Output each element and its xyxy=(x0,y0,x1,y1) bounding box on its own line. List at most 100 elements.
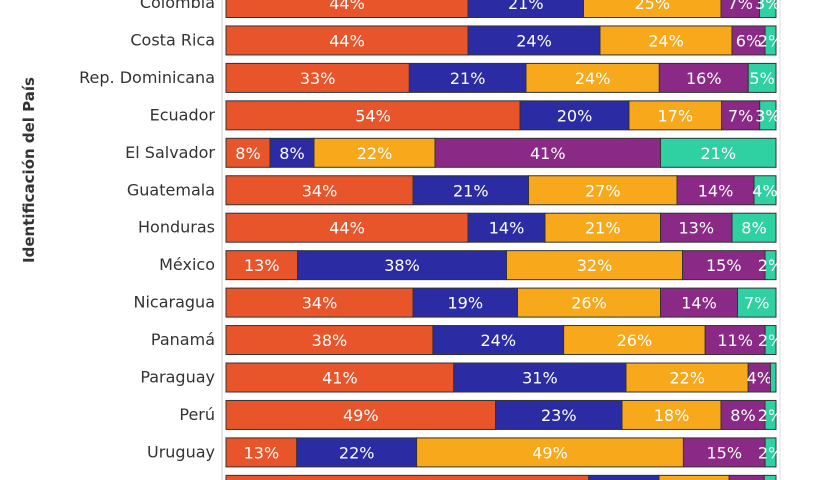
bar-segment-mexico-s4[interactable] xyxy=(682,250,766,281)
bar-segment-costa-rica-s3[interactable] xyxy=(599,25,733,56)
data-label-guatemala-s2: 21% xyxy=(453,181,489,200)
bar-segment-venezuela-s2[interactable] xyxy=(588,474,660,480)
category-label-el-salvador: El Salvador xyxy=(125,143,215,162)
data-label-costa-rica-s5: 2% xyxy=(758,31,783,50)
bar-segment-costa-rica-s4[interactable] xyxy=(731,25,766,56)
data-label-guatemala-s4: 14% xyxy=(698,181,734,200)
data-label-el-salvador-s4: 41% xyxy=(530,144,566,163)
bar-segment-ecuador-s5[interactable] xyxy=(759,100,777,131)
category-label-guatemala: Guatemala xyxy=(127,180,215,199)
bar-segment-panama-s2[interactable] xyxy=(432,325,565,356)
bar-segment-el-salvador-s3[interactable] xyxy=(313,137,436,168)
bar-segment-nicaragua-s5[interactable] xyxy=(737,287,777,318)
data-label-panama-s4: 11% xyxy=(717,331,753,350)
data-label-rep-dominicana-s1: 33% xyxy=(300,69,336,88)
bar-segment-peru-s5[interactable] xyxy=(764,399,777,430)
bar-segment-venezuela-s1[interactable] xyxy=(225,474,590,480)
bar-segment-panama-s1[interactable] xyxy=(225,325,434,356)
data-label-ecuador-s4: 7% xyxy=(728,106,753,125)
data-label-guatemala-s3: 27% xyxy=(585,181,621,200)
bar-segment-ecuador-s4[interactable] xyxy=(721,100,761,131)
bar-segment-peru-s4[interactable] xyxy=(720,399,766,430)
bar-segment-paraguay-s2[interactable] xyxy=(453,362,627,393)
bar-segment-ecuador-s3[interactable] xyxy=(628,100,723,131)
data-label-honduras-s2: 14% xyxy=(489,219,525,238)
data-label-colombia-s5: 3% xyxy=(755,0,780,13)
bar-segment-ecuador-s1[interactable] xyxy=(225,100,521,131)
bar-segment-panama-s3[interactable] xyxy=(563,325,706,356)
data-label-colombia-s1: 44% xyxy=(329,0,365,13)
data-label-rep-dominicana-s2: 21% xyxy=(450,69,486,88)
bar-segment-paraguay-s1[interactable] xyxy=(225,362,455,393)
bar-segment-paraguay-s5[interactable] xyxy=(769,362,777,393)
bar-segment-rep-dominicana-s5[interactable] xyxy=(747,62,777,93)
bar-segment-guatemala-s2[interactable] xyxy=(412,175,529,206)
data-label-nicaragua-s2: 19% xyxy=(447,294,483,313)
data-label-mexico-s2: 38% xyxy=(384,256,420,275)
data-label-el-salvador-s5: 21% xyxy=(700,144,736,163)
bar-segment-colombia-s5[interactable] xyxy=(759,0,777,18)
category-label-uruguay: Uruguay xyxy=(147,442,215,461)
bar-segment-el-salvador-s2[interactable] xyxy=(269,137,315,168)
bar-segment-costa-rica-s2[interactable] xyxy=(467,25,601,56)
data-label-rep-dominicana-s3: 24% xyxy=(575,69,611,88)
bar-segment-panama-s4[interactable] xyxy=(704,325,766,356)
bar-segment-rep-dominicana-s1[interactable] xyxy=(225,62,410,93)
bar-segment-venezuela-s5[interactable] xyxy=(763,474,777,480)
bar-segment-peru-s1[interactable] xyxy=(225,399,496,430)
category-label-mexico: México xyxy=(159,255,215,274)
bar-segment-honduras-s3[interactable] xyxy=(544,212,661,243)
category-label-rep-dominicana: Rep. Dominicana xyxy=(79,68,215,87)
category-label-ecuador: Ecuador xyxy=(150,105,216,124)
bar-segment-paraguay-s3[interactable] xyxy=(625,362,749,393)
bar-segment-nicaragua-s1[interactable] xyxy=(225,287,414,318)
bar-segment-guatemala-s3[interactable] xyxy=(528,175,678,206)
category-label-nicaragua: Nicaragua xyxy=(134,293,216,312)
data-label-uruguay-s2: 22% xyxy=(339,443,375,462)
data-label-colombia-s3: 25% xyxy=(634,0,670,13)
bar-segment-mexico-s5[interactable] xyxy=(764,250,777,281)
data-label-ecuador-s1: 54% xyxy=(355,106,391,125)
data-label-paraguay-s2: 31% xyxy=(522,369,558,388)
bar-segment-costa-rica-s5[interactable] xyxy=(764,25,777,56)
bar-segment-venezuela-s3[interactable] xyxy=(658,474,730,480)
bar-segment-uruguay-s2[interactable] xyxy=(296,437,418,468)
bar-segment-guatemala-s5[interactable] xyxy=(753,175,777,206)
bar-segment-mexico-s1[interactable] xyxy=(225,250,298,281)
bar-segment-venezuela-s4[interactable] xyxy=(728,474,765,480)
data-label-rep-dominicana-s4: 16% xyxy=(686,69,722,88)
data-label-nicaragua-s5: 7% xyxy=(744,294,769,313)
bar-segment-rep-dominicana-s2[interactable] xyxy=(408,62,527,93)
data-label-rep-dominicana-s5: 5% xyxy=(749,69,774,88)
data-label-ecuador-s3: 17% xyxy=(657,106,693,125)
data-label-uruguay-s4: 15% xyxy=(706,443,742,462)
bar-segment-rep-dominicana-s4[interactable] xyxy=(658,62,749,93)
bar-segment-guatemala-s1[interactable] xyxy=(225,175,414,206)
data-label-honduras-s1: 44% xyxy=(329,219,365,238)
bar-segment-uruguay-s1[interactable] xyxy=(225,437,298,468)
bar-segment-honduras-s5[interactable] xyxy=(731,212,777,243)
bar-segment-uruguay-s5[interactable] xyxy=(764,437,777,468)
bar-segment-mexico-s2[interactable] xyxy=(297,250,507,281)
bar-segment-ecuador-s2[interactable] xyxy=(519,100,630,131)
data-label-peru-s4: 8% xyxy=(730,406,755,425)
bar-segment-peru-s2[interactable] xyxy=(495,399,623,430)
bar-segment-panama-s5[interactable] xyxy=(764,325,777,356)
data-label-guatemala-s1: 34% xyxy=(302,181,338,200)
data-label-el-salvador-s2: 8% xyxy=(279,144,304,163)
category-label-colombia: Colombia xyxy=(140,0,215,12)
bar-segment-el-salvador-s4[interactable] xyxy=(434,137,661,168)
bar-segment-uruguay-s3[interactable] xyxy=(416,437,684,468)
category-label-honduras: Honduras xyxy=(138,218,215,237)
bar-segment-el-salvador-s5[interactable] xyxy=(660,137,777,168)
data-label-mexico-s3: 32% xyxy=(577,256,613,275)
bar-segment-mexico-s3[interactable] xyxy=(506,250,683,281)
bar-segment-el-salvador-s1[interactable] xyxy=(225,137,271,168)
data-label-costa-rica-s1: 44% xyxy=(329,31,365,50)
bar-segment-honduras-s2[interactable] xyxy=(467,212,546,243)
data-label-colombia-s4: 7% xyxy=(728,0,753,13)
data-label-peru-s5: 2% xyxy=(758,406,783,425)
bar-segment-nicaragua-s3[interactable] xyxy=(517,287,661,318)
data-label-mexico-s5: 2% xyxy=(758,256,783,275)
